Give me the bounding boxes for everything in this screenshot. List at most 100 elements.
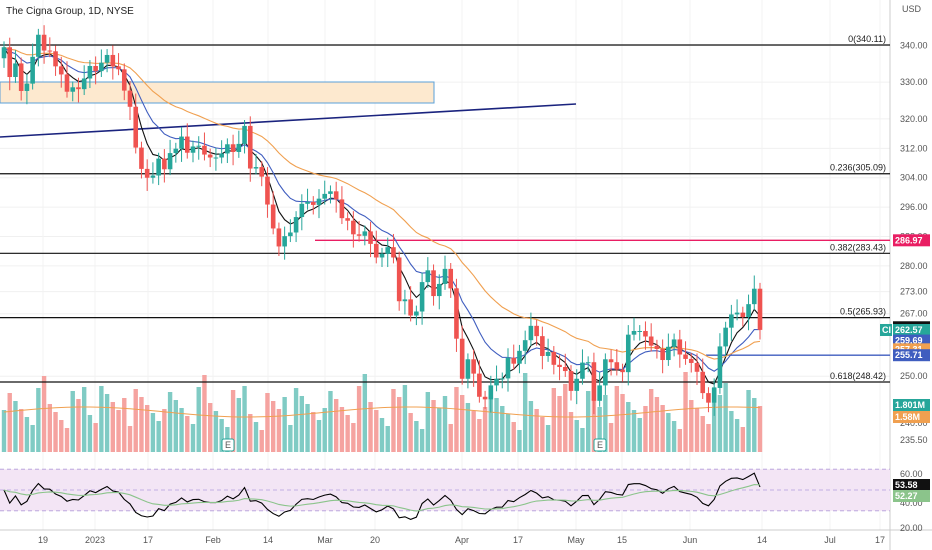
volume-bar bbox=[59, 420, 64, 452]
volume-bar bbox=[620, 394, 625, 452]
candle-body bbox=[591, 362, 597, 401]
candle-body bbox=[379, 253, 385, 258]
ema-slow-line bbox=[3, 46, 761, 360]
volume-bar bbox=[230, 390, 236, 452]
candle-body bbox=[706, 393, 711, 403]
volume-bar bbox=[402, 385, 408, 452]
volume-bar bbox=[385, 426, 390, 452]
candle-body bbox=[425, 270, 431, 283]
support-zone-box bbox=[0, 81, 435, 104]
fib-label: 0(340.11) bbox=[848, 34, 886, 44]
candle-body bbox=[127, 90, 133, 107]
time-axis-label: 15 bbox=[617, 535, 627, 545]
time-axis-label: Mar bbox=[317, 535, 333, 545]
candle-body bbox=[436, 283, 442, 297]
earnings-marker-label: E bbox=[225, 440, 231, 450]
volume-bar bbox=[81, 387, 87, 452]
price-tag bbox=[893, 323, 930, 336]
volume-tag bbox=[893, 399, 930, 411]
candle-body bbox=[534, 325, 539, 337]
volume-bar bbox=[585, 391, 591, 452]
volume-bar bbox=[339, 407, 345, 452]
volume-bar bbox=[293, 388, 299, 452]
candle-body bbox=[58, 66, 64, 75]
candle-body bbox=[179, 136, 184, 149]
volume-bar bbox=[528, 401, 534, 452]
price-axis-label: 304.00 bbox=[900, 173, 928, 183]
volume-bar bbox=[711, 387, 717, 452]
candle-body bbox=[167, 153, 173, 170]
candle-body bbox=[551, 351, 557, 365]
volume-bar bbox=[752, 398, 757, 452]
volume-bar bbox=[64, 428, 70, 452]
symbol-badge bbox=[880, 323, 892, 336]
candle-body bbox=[133, 106, 139, 148]
candle-body bbox=[677, 339, 683, 355]
price-tag-label: 262.57 bbox=[895, 325, 923, 335]
time-axis-label: 14 bbox=[263, 535, 273, 545]
candle-body bbox=[162, 158, 167, 170]
volume-bar bbox=[637, 418, 642, 452]
volume-bar bbox=[574, 420, 579, 452]
candle-body bbox=[110, 54, 116, 67]
candle-body bbox=[259, 167, 265, 177]
volume-bar bbox=[477, 419, 482, 452]
volume-bar bbox=[167, 392, 173, 452]
time-axis-label: Jul bbox=[824, 535, 836, 545]
candle-body bbox=[396, 257, 402, 302]
currency-label: USD bbox=[902, 4, 922, 14]
candle-body bbox=[740, 312, 746, 318]
candle-body bbox=[207, 154, 213, 158]
candle-body bbox=[144, 168, 150, 178]
volume-bar bbox=[522, 373, 528, 452]
volume-bar bbox=[93, 423, 98, 452]
volume-bar bbox=[608, 423, 614, 452]
fib-label: 0.382(283.43) bbox=[830, 242, 886, 252]
volume-bar bbox=[299, 396, 305, 452]
volume-tag-label: 1.801M bbox=[895, 400, 925, 410]
time-axis-label: May bbox=[567, 535, 585, 545]
volume-bar bbox=[448, 424, 453, 452]
candle-body bbox=[190, 146, 196, 153]
volume-tag bbox=[893, 411, 930, 423]
candle-body bbox=[711, 387, 717, 403]
candle-body bbox=[270, 204, 276, 229]
volume-bar bbox=[351, 423, 356, 452]
rsi-axis-label: 40.00 bbox=[900, 498, 923, 508]
candle-body bbox=[751, 288, 757, 305]
volume-bar bbox=[328, 391, 333, 452]
volume-bar bbox=[122, 398, 127, 452]
candle-body bbox=[76, 87, 81, 90]
price-axis-label: 235.50 bbox=[900, 435, 928, 445]
candle-body bbox=[597, 385, 602, 401]
candle-body bbox=[494, 378, 499, 386]
volume-bar bbox=[557, 396, 562, 452]
rsi-tag bbox=[893, 479, 930, 491]
volume-bar bbox=[614, 386, 620, 452]
ema-mid-line bbox=[3, 46, 761, 373]
volume-bar bbox=[333, 399, 339, 452]
candle-body bbox=[419, 282, 425, 312]
volume-bar bbox=[139, 397, 144, 452]
candle-body bbox=[13, 63, 18, 78]
fib-levels: 0(340.11) 0.236(305.09) 0.382(283.43) 0.5(2… bbox=[0, 34, 890, 383]
rsi-ma-line bbox=[3, 484, 761, 512]
candle-body bbox=[562, 367, 568, 372]
rsi-line bbox=[3, 472, 761, 520]
candle-body bbox=[184, 136, 190, 153]
volume-bar bbox=[603, 395, 608, 452]
candle-body bbox=[522, 340, 528, 351]
price-tag bbox=[893, 234, 930, 247]
time-axis-label: 17 bbox=[143, 535, 153, 545]
price-axis-label: 320.00 bbox=[900, 114, 928, 124]
candle-body bbox=[414, 311, 419, 316]
candle-body bbox=[18, 63, 24, 91]
candle-body bbox=[671, 339, 677, 347]
volume-bar bbox=[18, 409, 24, 452]
volume-bar bbox=[459, 395, 465, 452]
candle-body bbox=[53, 51, 58, 67]
fib-label: 0.618(248.42) bbox=[830, 371, 886, 381]
candle-body bbox=[688, 358, 694, 363]
volume-bar bbox=[723, 383, 728, 452]
